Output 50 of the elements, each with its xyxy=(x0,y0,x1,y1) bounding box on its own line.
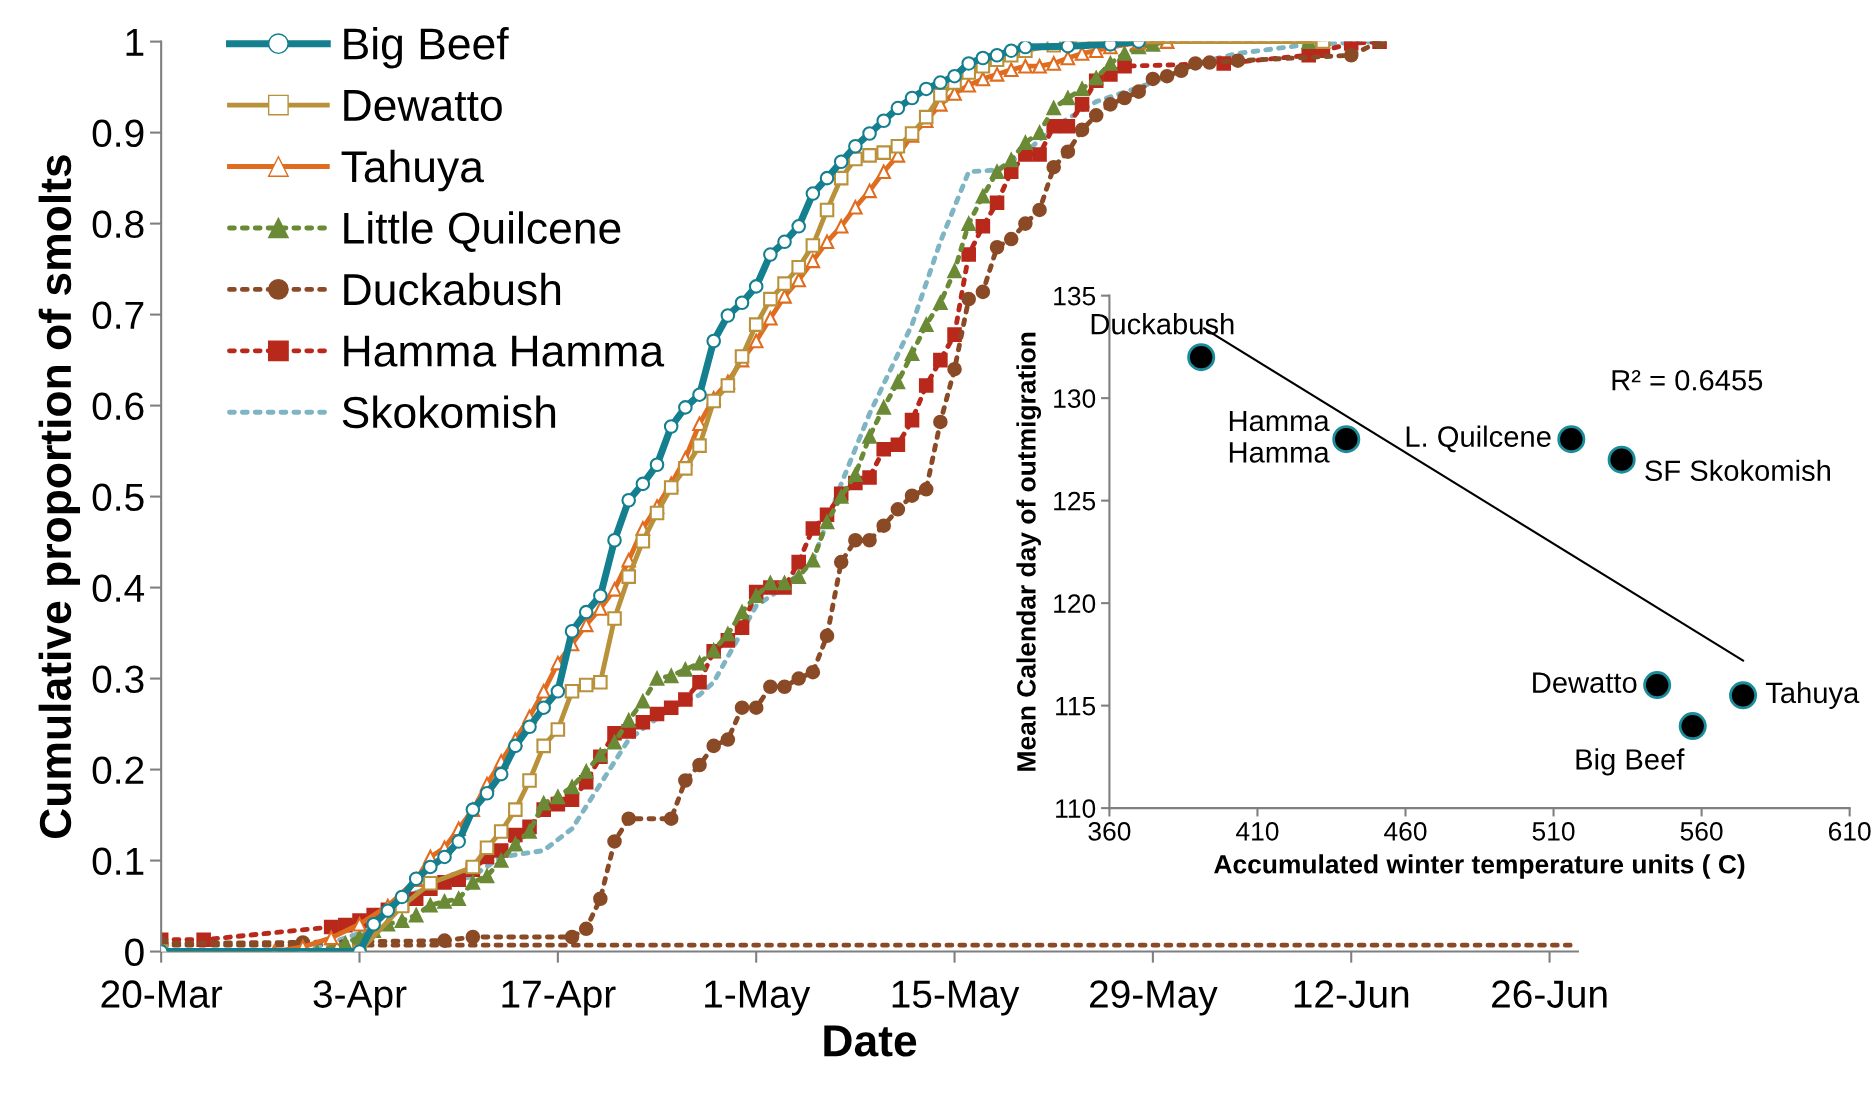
y-tick-label: 0.7 xyxy=(92,301,144,330)
x-tick-label: 20-Mar xyxy=(101,980,223,1008)
legend-label: Duckabush xyxy=(344,272,561,306)
data-label: Big Beef xyxy=(1576,748,1685,776)
legend-label: Skokomish xyxy=(342,395,556,429)
y-tick-label: 130 xyxy=(1054,389,1096,408)
y-tick-label: 0.3 xyxy=(92,665,144,694)
x-tick-label: 410 xyxy=(1236,822,1279,841)
x-tick-label: 15-May xyxy=(892,980,1020,1016)
y-tick-label: 0.4 xyxy=(92,574,145,603)
legend-label: Big Beef xyxy=(344,27,509,69)
x-tick-label: 560 xyxy=(1680,822,1723,841)
x-tick-label: 3-Apr xyxy=(313,980,407,1016)
y-tick-label: 0.8 xyxy=(92,210,144,239)
x-tick-label: 17-Apr xyxy=(502,980,616,1016)
legend-label: Tahuya xyxy=(341,149,484,192)
y-tick-label: 0.2 xyxy=(92,756,144,785)
x-tick-label: 29-May xyxy=(1090,980,1218,1016)
legend-label: Dewatto xyxy=(344,90,502,122)
y-tick-label: 0.1 xyxy=(92,847,144,876)
y-tick-label: 135 xyxy=(1054,286,1096,306)
x-axis-title: Accumulated winter temperature units ( C) xyxy=(1214,854,1745,879)
x-tick-label: 460 xyxy=(1384,822,1427,841)
data-label: SF Skokomish xyxy=(1645,459,1830,482)
y-tick-label: 0.6 xyxy=(92,392,144,421)
x-tick-label: 510 xyxy=(1532,822,1575,841)
x-tick-label: 610 xyxy=(1828,822,1871,841)
data-label: Duckabush xyxy=(1091,313,1234,335)
data-label: Hamma Hamma xyxy=(1229,410,1330,463)
legend-label: Little Quilcene xyxy=(344,211,621,252)
data-label: Tahuya xyxy=(1765,681,1860,709)
x-tick-label: 26-Jun xyxy=(1492,980,1607,1008)
y-axis-title: Mean Calendar day of outmigration xyxy=(1016,332,1042,771)
y-tick-label: 120 xyxy=(1054,594,1096,613)
y-tick-label: 110 xyxy=(1056,799,1096,818)
x-axis-title: Date xyxy=(824,1025,917,1057)
x-tick-label: 360 xyxy=(1088,822,1131,841)
y-tick-label: 0 xyxy=(125,938,144,967)
y-tick-label: 0.5 xyxy=(92,483,144,512)
y-tick-label: 1 xyxy=(126,28,144,56)
y-tick-label: 125 xyxy=(1054,491,1096,511)
y-tick-label: 115 xyxy=(1056,697,1096,716)
x-tick-label: 12-Jun xyxy=(1294,980,1409,1008)
legend-label: Hamma Hamma xyxy=(344,335,665,367)
data-label: L. Quilcene xyxy=(1406,425,1551,453)
y-axis-title: Cumulative proportion of smolts xyxy=(38,155,81,838)
x-tick-label: 1-May xyxy=(705,980,811,1016)
y-tick-label: 0.9 xyxy=(92,119,144,148)
annotation: R² = 0.6455 xyxy=(1612,369,1763,391)
data-label: Dewatto xyxy=(1533,672,1637,693)
